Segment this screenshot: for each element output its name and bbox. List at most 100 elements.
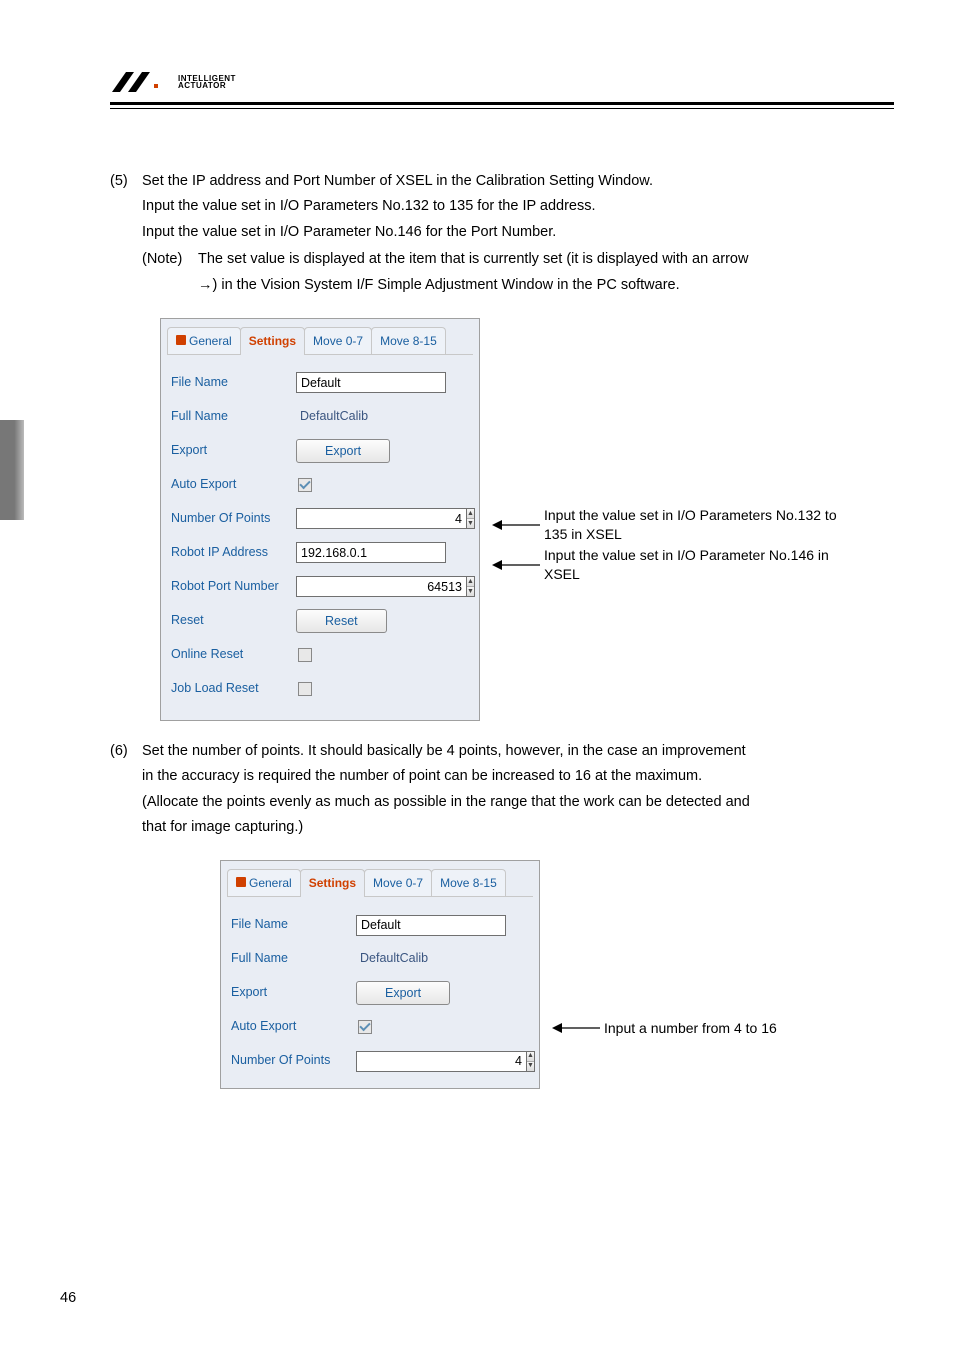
tab-settings-2[interactable]: Settings bbox=[300, 869, 365, 897]
label-export-2: Export bbox=[231, 982, 356, 1004]
annot-port-line2: XSEL bbox=[544, 565, 829, 584]
reset-button[interactable]: Reset bbox=[296, 609, 387, 633]
row-numpoints-2: Number Of Points ▲▼ bbox=[231, 1044, 529, 1078]
spin-numpoints-2-down[interactable]: ▼ bbox=[527, 1061, 534, 1071]
tab-general[interactable]: General bbox=[167, 327, 241, 355]
header-rule-thick bbox=[110, 102, 894, 105]
input-filename-2[interactable] bbox=[356, 915, 506, 936]
annot-ip-line2: 135 in XSEL bbox=[544, 525, 837, 544]
step-5: (5) Set the IP address and Port Number o… bbox=[110, 169, 894, 245]
spin-robotport-down[interactable]: ▼ bbox=[467, 586, 474, 596]
spin-robotport-up[interactable]: ▲ bbox=[467, 577, 474, 586]
page-number: 46 bbox=[60, 1290, 76, 1306]
value-fullname-2: DefaultCalib bbox=[356, 946, 432, 972]
annotations-1: Input the value set in I/O Parameters No… bbox=[492, 318, 837, 584]
logo-text-line2: ACTUATOR bbox=[178, 82, 236, 89]
checkbox-autoexport-2[interactable] bbox=[358, 1020, 372, 1034]
label-autoexport-2: Auto Export bbox=[231, 1016, 356, 1038]
annot-port: Input the value set in I/O Parameter No.… bbox=[492, 546, 837, 584]
label-export: Export bbox=[171, 440, 296, 462]
header-rule-thin bbox=[110, 108, 894, 109]
step-5-line3: Input the value set in I/O Parameter No.… bbox=[142, 220, 894, 245]
checkbox-onlinereset[interactable] bbox=[298, 648, 312, 662]
row-robotip: Robot IP Address bbox=[171, 536, 469, 570]
tab-settings-label: Settings bbox=[249, 334, 296, 348]
step-6-body: Set the number of points. It should basi… bbox=[142, 739, 894, 841]
tab-general-label: General bbox=[189, 334, 232, 348]
input-robotip[interactable] bbox=[296, 542, 446, 563]
export-button[interactable]: Export bbox=[296, 439, 390, 463]
row-numpoints: Number Of Points ▲▼ bbox=[171, 502, 469, 536]
panel-1-wrap: General Settings Move 0-7 Move 8-15 File… bbox=[160, 318, 894, 721]
annot-port-line1: Input the value set in I/O Parameter No.… bbox=[544, 546, 829, 565]
panel-2-wrap: General Settings Move 0-7 Move 8-15 File… bbox=[220, 860, 894, 1089]
row-fullname: Full Name DefaultCalib bbox=[171, 400, 469, 434]
content: (5) Set the IP address and Port Number o… bbox=[110, 169, 894, 1089]
panel-1-body: File Name Full Name DefaultCalib Export … bbox=[161, 356, 479, 720]
tab-settings-2-label: Settings bbox=[309, 876, 356, 890]
tabs-underline-1 bbox=[167, 354, 473, 355]
row-autoexport: Auto Export bbox=[171, 468, 469, 502]
tab-move815[interactable]: Move 8-15 bbox=[371, 327, 446, 355]
step-6-line1: Set the number of points. It should basi… bbox=[142, 739, 894, 764]
spin-numpoints-up[interactable]: ▲ bbox=[467, 509, 474, 518]
step-5-note-label: (Note) bbox=[142, 247, 198, 298]
input-robotport[interactable] bbox=[296, 576, 466, 597]
arrow-points-icon bbox=[552, 1018, 600, 1038]
row-robotport: Robot Port Number ▲▼ bbox=[171, 570, 469, 604]
checkbox-jobloadreset[interactable] bbox=[298, 682, 312, 696]
label-reset: Reset bbox=[171, 610, 296, 632]
row-fullname-2: Full Name DefaultCalib bbox=[231, 942, 529, 976]
input-numpoints[interactable] bbox=[296, 508, 466, 529]
annot-ip-line1: Input the value set in I/O Parameters No… bbox=[544, 506, 837, 525]
tabs-2: General Settings Move 0-7 Move 8-15 bbox=[221, 861, 539, 897]
tab-move815-2[interactable]: Move 8-15 bbox=[431, 869, 506, 897]
label-fullname-2: Full Name bbox=[231, 948, 356, 970]
row-filename: File Name bbox=[171, 366, 469, 400]
tab-general-icon bbox=[176, 335, 186, 345]
spin-numpoints-down[interactable]: ▼ bbox=[467, 518, 474, 528]
tab-move07-2[interactable]: Move 0-7 bbox=[364, 869, 432, 897]
annot-ip: Input the value set in I/O Parameters No… bbox=[492, 506, 837, 544]
annotations-2: Input a number from 4 to 16 bbox=[552, 860, 777, 1038]
annot-points: Input a number from 4 to 16 bbox=[552, 1018, 777, 1038]
side-tab-decoration bbox=[0, 420, 24, 520]
step-5-note: (Note) The set value is displayed at the… bbox=[110, 247, 894, 298]
settings-panel-1: General Settings Move 0-7 Move 8-15 File… bbox=[160, 318, 480, 721]
annot-points-text: Input a number from 4 to 16 bbox=[604, 1019, 777, 1038]
tabs-underline-2 bbox=[227, 896, 533, 897]
step-6: (6) Set the number of points. It should … bbox=[110, 739, 894, 841]
row-reset: Reset Reset bbox=[171, 604, 469, 638]
step-6-line2: in the accuracy is required the number o… bbox=[142, 764, 894, 789]
tab-settings[interactable]: Settings bbox=[240, 327, 305, 355]
logo-mark bbox=[110, 70, 170, 94]
spin-robotport[interactable]: ▲▼ bbox=[296, 576, 446, 597]
step-5-note-line1: The set value is displayed at the item t… bbox=[198, 247, 894, 272]
spin-numpoints-2-up[interactable]: ▲ bbox=[527, 1052, 534, 1061]
step-6-line4: that for image capturing.) bbox=[142, 815, 894, 840]
spin-numpoints[interactable]: ▲▼ bbox=[296, 508, 446, 529]
arrow-port-icon bbox=[492, 555, 540, 575]
label-numpoints-2: Number Of Points bbox=[231, 1050, 356, 1072]
input-filename[interactable] bbox=[296, 372, 446, 393]
logo-bar: INTELLIGENT ACTUATOR bbox=[110, 70, 894, 94]
label-numpoints: Number Of Points bbox=[171, 508, 296, 530]
row-jobloadreset: Job Load Reset bbox=[171, 672, 469, 706]
label-jobloadreset: Job Load Reset bbox=[171, 678, 296, 700]
panel-2-body: File Name Full Name DefaultCalib Export … bbox=[221, 898, 539, 1088]
tab-move07[interactable]: Move 0-7 bbox=[304, 327, 372, 355]
export-button-2[interactable]: Export bbox=[356, 981, 450, 1005]
label-autoexport: Auto Export bbox=[171, 474, 296, 496]
step-5-note-body: The set value is displayed at the item t… bbox=[198, 247, 894, 298]
input-numpoints-2[interactable] bbox=[356, 1051, 526, 1072]
spin-numpoints-2[interactable]: ▲▼ bbox=[356, 1051, 506, 1072]
row-export-2: Export Export bbox=[231, 976, 529, 1010]
tab-general-2-icon bbox=[236, 877, 246, 887]
tab-general-2-label: General bbox=[249, 876, 292, 890]
step-5-num: (5) bbox=[110, 169, 142, 245]
tab-general-2[interactable]: General bbox=[227, 869, 301, 897]
checkbox-autoexport[interactable] bbox=[298, 478, 312, 492]
tab-move815-label: Move 8-15 bbox=[380, 334, 437, 348]
label-fullname: Full Name bbox=[171, 406, 296, 428]
tab-move07-label: Move 0-7 bbox=[313, 334, 363, 348]
